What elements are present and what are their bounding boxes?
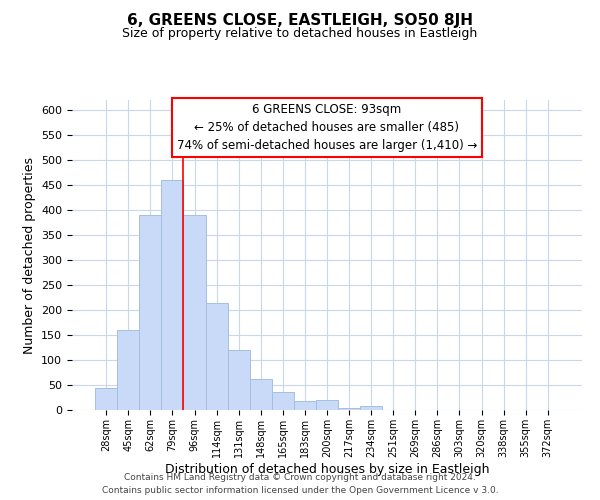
Text: 6, GREENS CLOSE, EASTLEIGH, SO50 8JH: 6, GREENS CLOSE, EASTLEIGH, SO50 8JH (127, 12, 473, 28)
Bar (117, 330, 139, 410)
Bar (316, 400, 338, 410)
Bar (206, 302, 227, 410)
Text: Contains public sector information licensed under the Open Government Licence v : Contains public sector information licen… (101, 486, 499, 495)
Text: 6 GREENS CLOSE: 93sqm
← 25% of detached houses are smaller (485)
74% of semi-det: 6 GREENS CLOSE: 93sqm ← 25% of detached … (177, 103, 477, 152)
Bar (272, 392, 294, 410)
Bar (250, 378, 272, 410)
Bar (227, 350, 250, 410)
Bar (360, 406, 382, 410)
Bar (95, 388, 117, 410)
Bar (184, 215, 206, 410)
Bar (139, 215, 161, 410)
Bar (294, 401, 316, 410)
Bar (338, 408, 360, 410)
X-axis label: Distribution of detached houses by size in Eastleigh: Distribution of detached houses by size … (165, 462, 489, 475)
Text: Size of property relative to detached houses in Eastleigh: Size of property relative to detached ho… (122, 28, 478, 40)
Y-axis label: Number of detached properties: Number of detached properties (23, 156, 35, 354)
Text: Contains HM Land Registry data © Crown copyright and database right 2024.: Contains HM Land Registry data © Crown c… (124, 472, 476, 482)
Bar (161, 180, 184, 410)
